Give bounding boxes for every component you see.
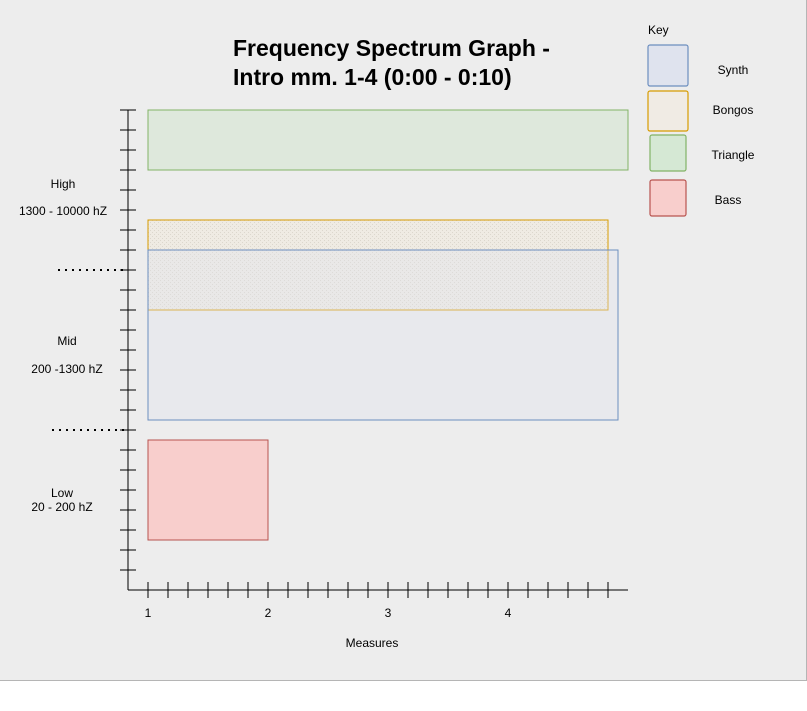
- synth-bar: [147, 249, 619, 421]
- y-label-mid-range: 200 -1300 hZ: [31, 362, 103, 376]
- x-tick-label-3: 3: [384, 606, 392, 620]
- x-tick-label-2: 2: [264, 606, 272, 620]
- key-bass-label: Bass: [714, 193, 742, 207]
- key-bongos-label: Bongos: [712, 103, 754, 117]
- triangle-bar: [147, 109, 629, 171]
- chart-title: Frequency Spectrum Graph - Intro mm. 1-4…: [233, 34, 593, 92]
- x-axis-title: Measures: [345, 636, 399, 650]
- key-triangle-label: Triangle: [711, 148, 755, 162]
- y-label-low-range: 20 - 200 hZ: [31, 500, 93, 514]
- key-synth-label: Synth: [717, 63, 749, 77]
- y-label-mid: Mid: [57, 334, 77, 348]
- key-synth-swatch: [647, 44, 689, 87]
- bass-bar: [147, 439, 269, 541]
- key-bass-swatch: [649, 179, 687, 217]
- y-label-high-range: 1300 - 10000 hZ: [18, 204, 108, 218]
- y-axis-ticks: [120, 109, 136, 571]
- bongos-bar: [147, 219, 609, 311]
- title-line-1: Frequency Spectrum Graph -: [233, 35, 550, 61]
- x-tick-label-1: 1: [144, 606, 152, 620]
- y-label-high: High: [50, 177, 76, 191]
- x-axis-ticks: [147, 582, 609, 598]
- x-tick-label-4: 4: [504, 606, 512, 620]
- diagram-canvas: Frequency Spectrum Graph - Intro mm. 1-4…: [0, 0, 807, 681]
- key-bongos-swatch: [647, 90, 689, 132]
- key-heading: Key: [648, 23, 669, 37]
- spectrum-plot: [52, 44, 689, 598]
- title-line-2: Intro mm. 1-4 (0:00 - 0:10): [233, 64, 512, 90]
- key-triangle-swatch: [649, 134, 687, 172]
- y-label-low: Low: [50, 486, 74, 500]
